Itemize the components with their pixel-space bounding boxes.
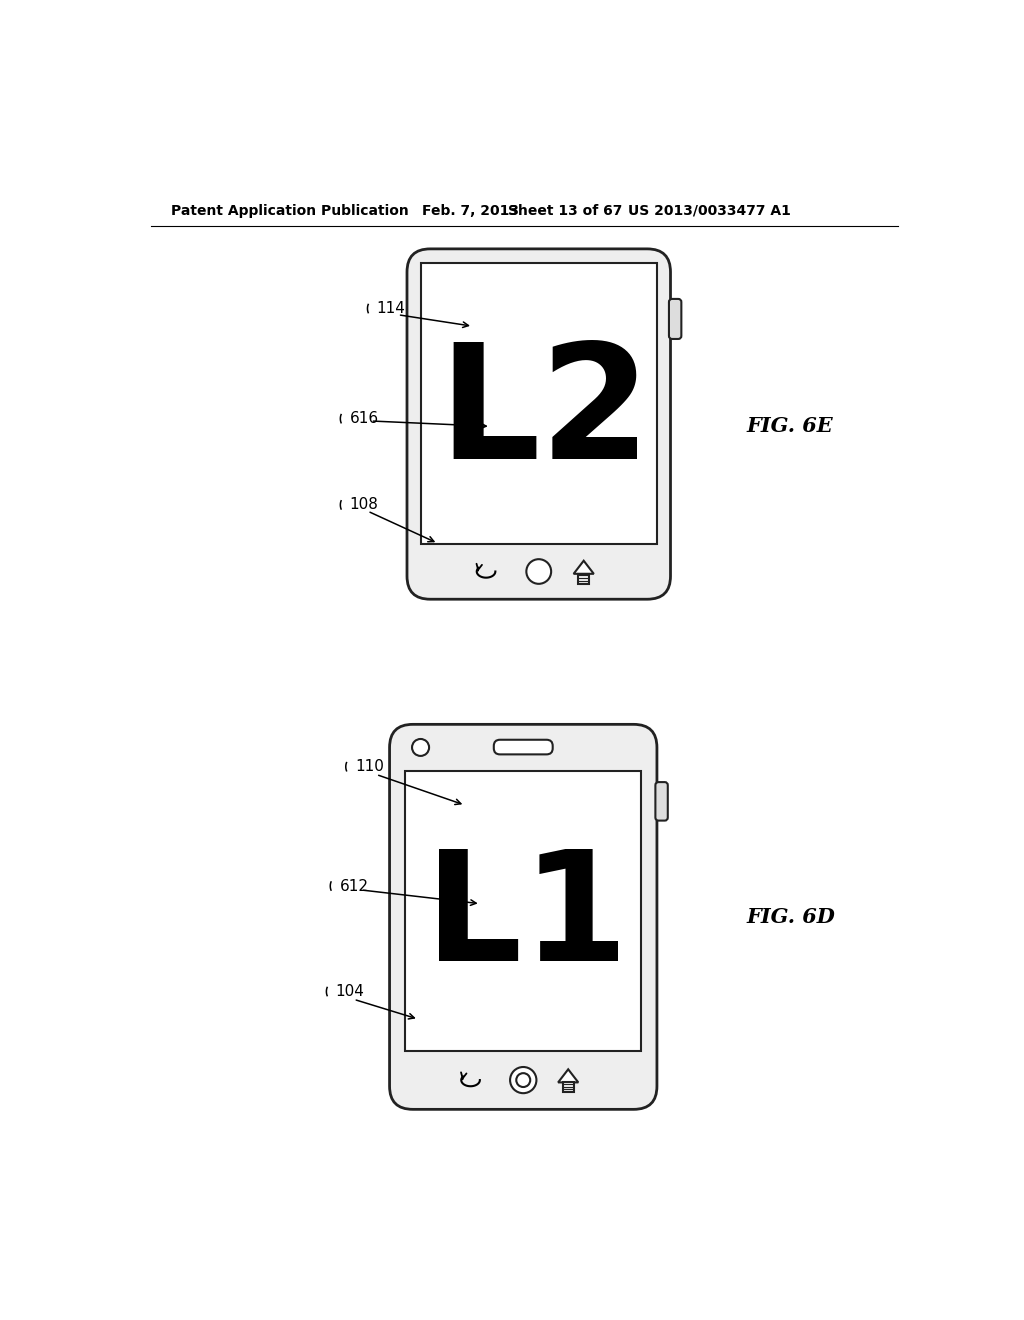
Text: US 2013/0033477 A1: US 2013/0033477 A1 [628,203,791,218]
Text: 612: 612 [340,879,369,894]
FancyBboxPatch shape [494,739,553,755]
Text: Patent Application Publication: Patent Application Publication [171,203,409,218]
FancyBboxPatch shape [669,298,681,339]
Circle shape [516,1073,530,1088]
Text: 616: 616 [349,411,379,426]
Polygon shape [573,561,594,574]
Text: Sheet 13 of 67: Sheet 13 of 67 [508,203,623,218]
FancyBboxPatch shape [407,249,671,599]
Text: FIG. 6E: FIG. 6E [746,416,834,437]
Text: L2: L2 [438,338,651,492]
Text: 110: 110 [355,759,384,775]
Polygon shape [558,1069,579,1082]
Text: FIG. 6D: FIG. 6D [746,907,836,927]
Text: 108: 108 [349,498,379,512]
Text: Feb. 7, 2013: Feb. 7, 2013 [423,203,519,218]
Bar [563,1082,573,1093]
Text: 114: 114 [377,301,406,315]
Circle shape [412,739,429,756]
FancyBboxPatch shape [655,781,668,821]
Circle shape [510,1067,537,1093]
Text: 104: 104 [336,983,365,999]
Bar [579,574,589,583]
Bar [421,263,656,544]
FancyBboxPatch shape [389,725,657,1109]
Bar [406,771,641,1051]
Text: L1: L1 [425,843,629,993]
Circle shape [526,560,551,583]
